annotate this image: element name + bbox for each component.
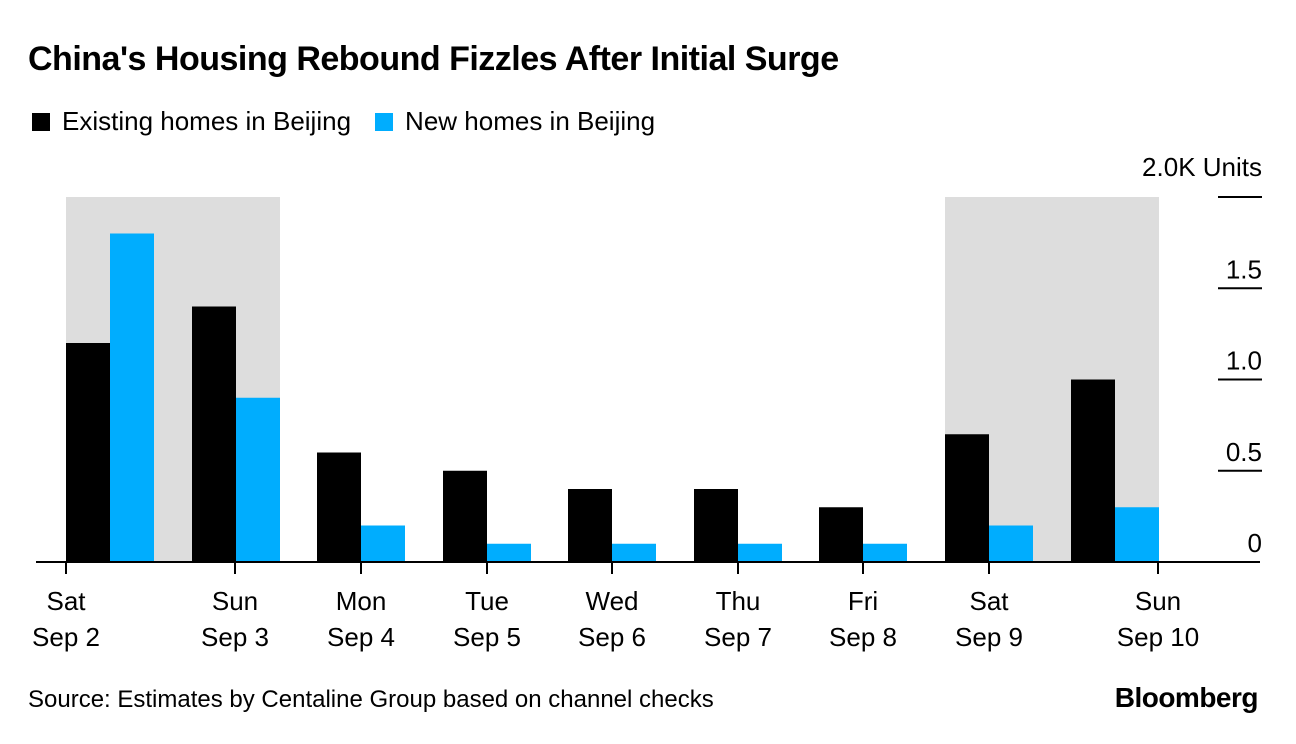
- legend-swatch-existing: [32, 112, 50, 131]
- bar-new-6: [863, 543, 907, 562]
- x-tick-label-weekday-4: Wed: [586, 586, 639, 616]
- bar-existing-0: [66, 343, 110, 562]
- y-tick-label-3: 0.5: [1226, 437, 1262, 467]
- y-axis-unit-label: 2.0K Units: [1142, 152, 1262, 182]
- legend-label-existing: Existing homes in Beijing: [62, 106, 352, 136]
- y-tick-label-1: 1.5: [1226, 254, 1262, 284]
- x-tick-label-date-8: Sep 10: [1117, 622, 1199, 652]
- bar-existing-7: [945, 434, 989, 562]
- x-tick-label-weekday-6: Fri: [848, 586, 878, 616]
- x-tick-label-date-5: Sep 7: [704, 622, 772, 652]
- x-tick-label-weekday-3: Tue: [465, 586, 509, 616]
- bar-existing-1: [192, 306, 236, 562]
- bar-existing-6: [819, 507, 863, 562]
- legend-label-new: New homes in Beijing: [405, 106, 656, 136]
- bar-existing-5: [694, 489, 738, 562]
- x-tick-label-date-4: Sep 6: [578, 622, 646, 652]
- x-tick-label-date-7: Sep 9: [955, 622, 1023, 652]
- x-tick-label-date-1: Sep 3: [201, 622, 269, 652]
- x-tick-label-date-2: Sep 4: [327, 622, 395, 652]
- y-tick-label-4: 0: [1248, 528, 1262, 558]
- bar-existing-3: [443, 470, 487, 562]
- bar-new-2: [361, 525, 405, 562]
- bar-new-4: [612, 543, 656, 562]
- legend-item-existing: Existing homes in Beijing: [32, 106, 351, 137]
- legend-item-new: New homes in Beijing: [375, 106, 655, 137]
- x-tick-label-weekday-8: Sun: [1135, 586, 1181, 616]
- bar-new-0: [110, 233, 154, 562]
- bar-new-1: [236, 397, 280, 562]
- x-tick-label-weekday-1: Sun: [212, 586, 258, 616]
- x-tick-label-weekday-7: Sat: [969, 586, 1009, 616]
- bar-new-7: [989, 525, 1033, 562]
- legend: Existing homes in Beijing New homes in B…: [32, 106, 679, 137]
- x-tick-label-date-3: Sep 5: [453, 622, 521, 652]
- bar-new-3: [487, 543, 531, 562]
- bar-existing-4: [568, 489, 612, 562]
- legend-swatch-new: [375, 112, 394, 131]
- bar-new-5: [738, 543, 782, 562]
- x-tick-label-date-6: Sep 8: [829, 622, 897, 652]
- x-tick-label-date-0: Sep 2: [32, 622, 100, 652]
- x-tick-label-weekday-0: Sat: [46, 586, 86, 616]
- x-tick-label-weekday-5: Thu: [716, 586, 761, 616]
- x-tick-label-weekday-2: Mon: [336, 586, 387, 616]
- chart-title: China's Housing Rebound Fizzles After In…: [28, 40, 839, 78]
- bar-new-8: [1115, 507, 1159, 562]
- bar-existing-2: [317, 452, 361, 562]
- bar-existing-8: [1071, 379, 1115, 562]
- source-note: Source: Estimates by Centaline Group bas…: [28, 686, 714, 713]
- y-tick-label-2: 1.0: [1226, 346, 1262, 376]
- bloomberg-logo: Bloomberg: [1114, 682, 1259, 713]
